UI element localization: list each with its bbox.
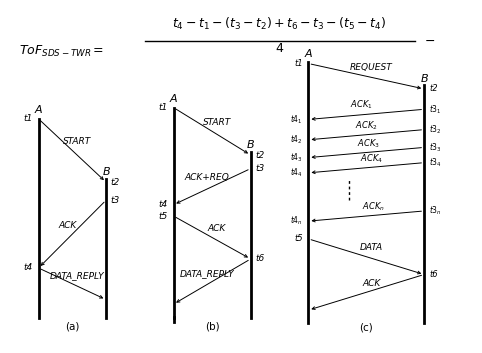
- Text: t5: t5: [159, 211, 168, 221]
- Text: ACK: ACK: [208, 224, 226, 233]
- Text: $t4_3$: $t4_3$: [290, 151, 303, 164]
- Text: B: B: [420, 74, 428, 84]
- Text: t4: t4: [159, 200, 168, 209]
- Text: t1: t1: [24, 114, 33, 124]
- Text: $\mathit{ACK}_4$: $\mathit{ACK}_4$: [360, 153, 383, 165]
- Text: $\mathit{ToF}_{\mathit{SDS}-\mathit{TWR}}=$: $\mathit{ToF}_{\mathit{SDS}-\mathit{TWR}…: [19, 44, 105, 59]
- Text: t3: t3: [255, 164, 265, 173]
- Text: ACK+REQ: ACK+REQ: [185, 173, 230, 183]
- Text: A: A: [305, 49, 312, 59]
- Text: $t4_4$: $t4_4$: [290, 167, 303, 179]
- Text: t1: t1: [159, 103, 168, 112]
- Text: $\mathit{ACK}_n$: $\mathit{ACK}_n$: [362, 201, 385, 213]
- Text: B: B: [102, 167, 110, 177]
- Text: DATA_REPLY: DATA_REPLY: [50, 271, 105, 280]
- Text: $t3_1$: $t3_1$: [429, 103, 442, 115]
- Text: A: A: [170, 94, 177, 104]
- Text: $4$: $4$: [275, 42, 284, 55]
- Text: t6: t6: [255, 255, 265, 263]
- Text: $t3_3$: $t3_3$: [429, 141, 442, 154]
- Text: (a): (a): [65, 321, 80, 331]
- Text: $\mathit{ACK}_1$: $\mathit{ACK}_1$: [350, 98, 373, 111]
- Text: t2: t2: [429, 84, 438, 94]
- Text: t2: t2: [255, 150, 265, 160]
- Text: $t_4-t_1-(t_3-t_2)+t_6-t_3-(t_5-t_4)$: $t_4-t_1-(t_3-t_2)+t_6-t_3-(t_5-t_4)$: [173, 16, 387, 32]
- Text: DATA: DATA: [360, 244, 383, 252]
- Text: t4: t4: [24, 263, 33, 273]
- Text: B: B: [247, 140, 254, 150]
- Text: $-$: $-$: [424, 34, 435, 47]
- Text: $t3_2$: $t3_2$: [429, 123, 442, 136]
- Text: REQUEST: REQUEST: [350, 63, 392, 72]
- Text: t1: t1: [294, 59, 303, 68]
- Text: $t4_2$: $t4_2$: [290, 133, 303, 146]
- Text: $\mathit{ACK}_3$: $\mathit{ACK}_3$: [357, 137, 380, 150]
- Text: START: START: [63, 137, 91, 146]
- Text: $t4_n$: $t4_n$: [290, 215, 303, 227]
- Text: t5: t5: [294, 234, 303, 244]
- Text: (b): (b): [205, 321, 219, 331]
- Text: ACK: ACK: [58, 221, 77, 230]
- Text: $t3_n$: $t3_n$: [429, 205, 442, 217]
- Text: $t4_1$: $t4_1$: [290, 113, 303, 126]
- Text: $\mathit{ACK}_2$: $\mathit{ACK}_2$: [355, 119, 378, 132]
- Text: t6: t6: [429, 270, 438, 279]
- Text: $t3_4$: $t3_4$: [429, 156, 442, 169]
- Text: t2: t2: [111, 178, 120, 187]
- Text: DATA_REPLY: DATA_REPLY: [180, 269, 235, 278]
- Text: t3: t3: [111, 196, 120, 205]
- Text: A: A: [35, 105, 42, 115]
- Text: ACK: ACK: [362, 279, 380, 288]
- Text: (c): (c): [360, 323, 373, 333]
- Text: START: START: [203, 118, 231, 127]
